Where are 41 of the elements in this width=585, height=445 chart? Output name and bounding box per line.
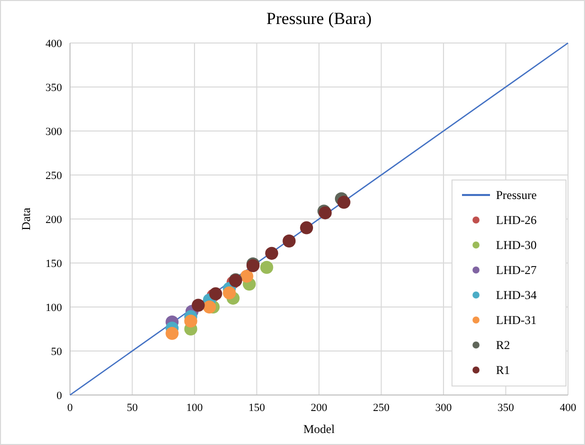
x-tick-label: 300 xyxy=(435,402,452,414)
point xyxy=(209,287,222,300)
legend-label: LHD-31 xyxy=(496,313,537,328)
point xyxy=(260,260,274,274)
x-tick-label: 150 xyxy=(248,402,266,414)
point xyxy=(184,314,198,328)
point xyxy=(192,298,205,312)
x-tick-label: 100 xyxy=(186,402,204,414)
legend-label: LHD-30 xyxy=(496,238,537,252)
point xyxy=(282,234,296,248)
y-tick-label: 50 xyxy=(51,346,62,358)
x-tick-label: 0 xyxy=(67,402,74,414)
point xyxy=(300,221,314,234)
x-axis-title: Model xyxy=(303,422,336,436)
y-tick-label: 100 xyxy=(46,302,62,314)
point xyxy=(202,300,216,314)
x-tick-label: 200 xyxy=(310,402,328,414)
legend-label: LHD-26 xyxy=(496,213,537,228)
legend-label: R1 xyxy=(496,363,510,378)
x-tick-label: 350 xyxy=(498,402,514,414)
y-tick-label: 250 xyxy=(46,170,62,182)
y-tick-label: 200 xyxy=(46,214,62,226)
y-tick-label: 300 xyxy=(46,126,62,138)
chart-title: Pressure (Bara) xyxy=(266,9,372,28)
x-tick-label: 50 xyxy=(126,402,138,414)
point xyxy=(265,246,278,260)
legend-label: LHD-34 xyxy=(496,288,537,302)
x-tick-label: 400 xyxy=(560,402,577,414)
point xyxy=(337,196,350,209)
y-axis-title: Data xyxy=(19,207,33,230)
point xyxy=(222,286,236,300)
y-tick-label: 400 xyxy=(46,38,62,50)
y-tick-label: 350 xyxy=(46,82,62,94)
legend-label: R2 xyxy=(496,338,510,352)
y-tick-label: 0 xyxy=(56,390,62,402)
legend-label: Pressure xyxy=(496,188,537,202)
point xyxy=(240,270,254,283)
y-tick-label: 150 xyxy=(46,258,62,270)
point xyxy=(166,326,179,340)
legend-label: LHD-27 xyxy=(496,263,537,278)
x-tick-label: 250 xyxy=(373,402,390,414)
